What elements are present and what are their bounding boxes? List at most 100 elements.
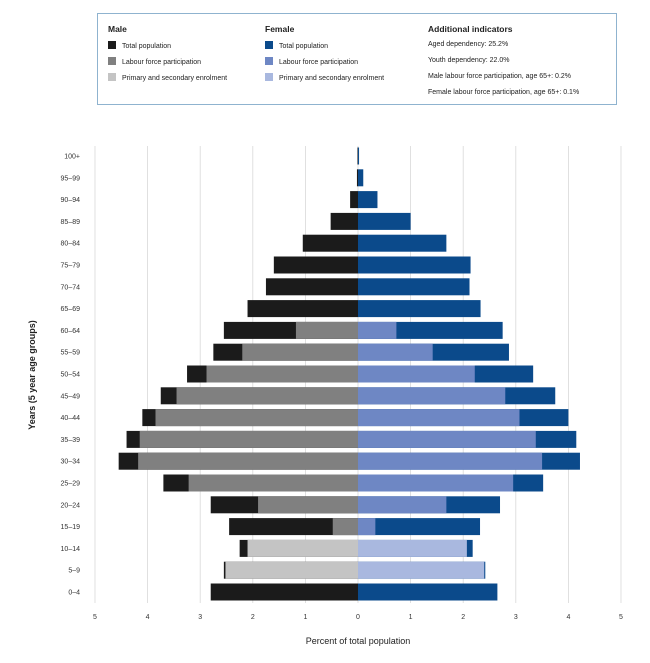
female-labour-bar bbox=[358, 409, 520, 427]
y-tick-label: 50–54 bbox=[61, 372, 81, 379]
y-tick-label: 25–29 bbox=[61, 481, 81, 488]
y-tick-label: 70–74 bbox=[61, 284, 81, 291]
female-total-bar bbox=[358, 191, 378, 209]
y-tick-label: 85–89 bbox=[61, 219, 81, 226]
y-tick-label: 40–44 bbox=[61, 415, 81, 422]
x-tick-label: 0 bbox=[356, 614, 360, 621]
male-enrol-bar bbox=[225, 561, 358, 579]
female-total-bar bbox=[358, 147, 360, 165]
female-total-bar bbox=[358, 212, 411, 230]
female-labour-bar bbox=[358, 474, 514, 492]
male-labour-bar bbox=[332, 518, 358, 536]
legend-label: Labour force participation bbox=[279, 59, 358, 66]
male-total-bar bbox=[229, 518, 358, 536]
x-tick-label: 1 bbox=[409, 614, 413, 621]
female-enrol-bar bbox=[358, 539, 467, 557]
x-tick-label: 4 bbox=[146, 614, 150, 621]
labels-layer: 5 4 3 2 1 0 1 2 3 4 5 0–4 5–9 10–14 15–19 20–24 25–29 30–… bbox=[61, 154, 624, 622]
x-axis-label: Percent of total population bbox=[306, 636, 411, 646]
indicator-aged-dependency: Aged dependency: 25.2% bbox=[428, 41, 509, 48]
female-enrol-swatch bbox=[265, 73, 273, 81]
female-labour-bar bbox=[358, 321, 397, 339]
female-enrol-bar bbox=[358, 561, 485, 579]
indicator-youth-dependency: Youth dependency: 22.0% bbox=[428, 57, 510, 64]
female-total-bar bbox=[358, 169, 364, 187]
male-total-bar bbox=[330, 212, 358, 230]
female-labour-bar bbox=[358, 430, 536, 448]
y-tick-label: 100+ bbox=[64, 154, 80, 161]
y-tick-label: 55–59 bbox=[61, 350, 81, 357]
female-labour-bar bbox=[358, 496, 447, 514]
female-total-bar bbox=[358, 234, 447, 252]
male-total-bar bbox=[357, 147, 358, 165]
y-tick-label: 90–94 bbox=[61, 197, 81, 204]
y-tick-label: 80–84 bbox=[61, 241, 81, 248]
bars-layer bbox=[118, 147, 580, 601]
y-tick-label: 5–9 bbox=[68, 568, 80, 575]
male-total-bar bbox=[302, 234, 358, 252]
legend-additional-heading: Additional indicators bbox=[428, 24, 513, 34]
legend-box: Male Female Additional indicators Total … bbox=[97, 13, 617, 105]
male-labour-bar bbox=[188, 474, 358, 492]
legend-female-total: Total population bbox=[265, 41, 328, 50]
male-labour-bar bbox=[138, 452, 358, 470]
male-labour-bar bbox=[258, 496, 358, 514]
female-labour-bar bbox=[358, 518, 376, 536]
x-tick-label: 2 bbox=[251, 614, 255, 621]
male-total-swatch bbox=[108, 41, 116, 49]
legend-female-enrol: Primary and secondary enrolment bbox=[265, 73, 384, 82]
female-total-bar bbox=[358, 278, 470, 296]
male-total-bar bbox=[273, 256, 358, 274]
x-tick-label: 1 bbox=[303, 614, 307, 621]
male-labour-bar bbox=[242, 343, 358, 361]
y-tick-label: 20–24 bbox=[61, 502, 81, 509]
legend-label: Primary and secondary enrolment bbox=[279, 75, 385, 82]
female-labour-bar bbox=[358, 387, 506, 405]
male-enrol-bar bbox=[247, 539, 358, 557]
male-total-bar bbox=[247, 300, 358, 318]
x-tick-label: 3 bbox=[198, 614, 202, 621]
male-labour-bar bbox=[295, 321, 358, 339]
indicator-male-labour-65: Male labour force participation, age 65+… bbox=[428, 73, 572, 80]
female-total-bar bbox=[358, 300, 481, 318]
x-tick-label: 3 bbox=[514, 614, 518, 621]
legend-label: Labour force participation bbox=[122, 59, 201, 66]
y-tick-label: 65–69 bbox=[61, 306, 81, 313]
y-tick-label: 15–19 bbox=[61, 524, 81, 531]
male-total-bar bbox=[265, 278, 358, 296]
male-total-bar bbox=[356, 169, 358, 187]
male-labour-bar bbox=[206, 365, 358, 383]
male-enrol-swatch bbox=[108, 73, 116, 81]
female-total-bar bbox=[358, 256, 471, 274]
legend-female-heading: Female bbox=[265, 24, 295, 34]
y-axis-label: Years (5 year age groups) bbox=[27, 320, 37, 430]
legend-label: Total population bbox=[122, 43, 172, 50]
legend-label: Total population bbox=[279, 43, 329, 50]
x-tick-label: 5 bbox=[93, 614, 97, 621]
male-total-bar bbox=[210, 583, 358, 601]
legend-male-heading: Male bbox=[108, 24, 127, 34]
y-tick-label: 45–49 bbox=[61, 393, 81, 400]
female-labour-bar bbox=[358, 365, 475, 383]
legend-male-labour: Labour force participation bbox=[108, 57, 201, 66]
y-tick-label: 95–99 bbox=[61, 175, 81, 182]
male-labour-bar bbox=[176, 387, 358, 405]
indicator-female-labour-65: Female labour force participation, age 6… bbox=[428, 89, 580, 96]
y-tick-label: 0–4 bbox=[68, 590, 80, 597]
female-labour-bar bbox=[358, 452, 543, 470]
legend-label: Primary and secondary enrolment bbox=[122, 75, 228, 82]
male-labour-swatch bbox=[108, 57, 116, 65]
male-labour-bar bbox=[139, 430, 358, 448]
male-labour-bar bbox=[155, 409, 358, 427]
x-tick-label: 5 bbox=[619, 614, 623, 621]
x-tick-label: 4 bbox=[566, 614, 570, 621]
x-tick-label: 2 bbox=[461, 614, 465, 621]
legend-male-total: Total population bbox=[108, 41, 171, 50]
legend-female-labour: Labour force participation bbox=[265, 57, 358, 66]
y-tick-label: 30–34 bbox=[61, 459, 81, 466]
female-total-bar bbox=[358, 518, 481, 536]
y-tick-label: 35–39 bbox=[61, 437, 81, 444]
male-total-bar bbox=[350, 191, 358, 209]
female-labour-bar bbox=[358, 343, 433, 361]
